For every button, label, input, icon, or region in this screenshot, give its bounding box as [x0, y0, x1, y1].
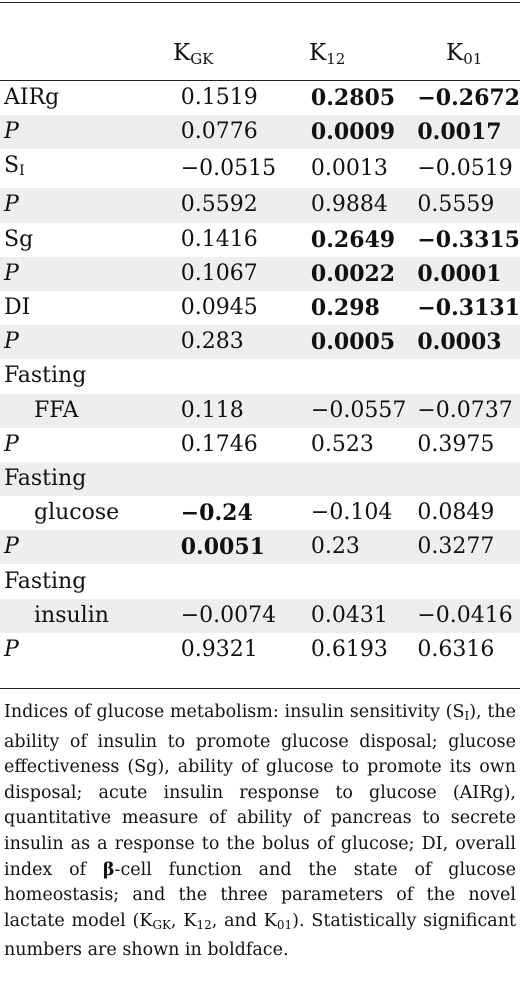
column-header-k01: K01: [446, 40, 483, 68]
row-label: FFA: [0, 393, 173, 428]
table-top-rule: [0, 2, 520, 3]
cell-value: −0.0737: [415, 393, 520, 428]
row-label: P: [0, 256, 173, 291]
cell-value: [173, 359, 301, 393]
table-row: SI −0.0515 0.0013 −0.0519: [0, 149, 520, 188]
table-row: insulin −0.0074 0.0431 −0.0416: [0, 598, 520, 633]
table-row: Fasting: [0, 461, 520, 497]
cell-value: 0.0945: [180, 295, 258, 321]
row-label: SI: [4, 153, 25, 180]
cell-value: −0.3315: [417, 226, 520, 253]
cell-value: [415, 359, 520, 393]
cell-value: 0.2805: [310, 85, 396, 112]
table-row: P 0.0776 0.0009 0.0017: [0, 115, 520, 150]
cell-value: −0.0416: [415, 598, 520, 633]
cell-value: 0.5559: [415, 188, 520, 223]
cell-value: 0.3975: [417, 431, 495, 457]
cell-value: 0.3277: [415, 530, 520, 565]
table-row: P 0.9321 0.6193 0.6316: [0, 633, 520, 667]
cell-value: −0.104: [310, 500, 393, 526]
table-row: glucose −0.24 −0.104 0.0849: [0, 496, 520, 530]
cell-value: 0.0009: [300, 115, 416, 150]
row-label: AIRg: [4, 85, 60, 111]
table-row: P 0.5592 0.9884 0.5559: [0, 188, 520, 223]
row-label: DI: [4, 295, 31, 321]
cell-value: 0.9321: [180, 636, 258, 662]
cell-value: −0.2672: [417, 85, 520, 112]
row-label: Fasting: [4, 568, 87, 594]
cell-value: 0.283: [172, 325, 301, 360]
row-label: P: [0, 325, 173, 360]
cell-value: [173, 564, 301, 598]
row-label: Fasting: [0, 461, 173, 497]
cell-value: [415, 564, 520, 598]
row-label: P: [4, 636, 19, 662]
cell-value: −0.0074: [172, 598, 301, 633]
cell-value: 0.2649: [310, 226, 396, 253]
row-label: P: [0, 530, 173, 565]
cell-value: 0.6193: [310, 636, 388, 662]
cell-value: −0.0515: [180, 155, 277, 181]
cell-value: 0.0022: [300, 256, 416, 291]
cell-value: [301, 359, 415, 393]
cell-value: 0.0013: [310, 155, 388, 181]
table-row: DI 0.0945 0.298 −0.3131: [0, 291, 520, 325]
row-label: Fasting: [4, 363, 87, 389]
cell-value: 0.0849: [417, 500, 495, 526]
table-row: P 0.1746 0.523 0.3975: [0, 428, 520, 462]
cell-value: 0.0431: [300, 598, 416, 633]
table-row: FFA 0.118 −0.0557 −0.0737: [0, 393, 520, 428]
table-bottom-rule: [0, 688, 520, 689]
table-row: P 0.1067 0.0022 0.0001: [0, 256, 520, 291]
cell-value: 0.0005: [300, 325, 416, 360]
cell-value: −0.0519: [417, 155, 513, 181]
row-label: glucose: [34, 500, 120, 526]
row-label: P: [0, 115, 173, 150]
table-row: Sg 0.1416 0.2649 −0.3315: [0, 223, 520, 257]
cell-value: 0.0001: [415, 256, 520, 291]
cell-value: 0.1519: [180, 85, 258, 111]
table-row: AIRg 0.1519 0.2805 −0.2672: [0, 81, 520, 115]
column-header-k12: K12: [309, 40, 346, 68]
cell-value: 0.0051: [172, 530, 301, 565]
cell-value: [172, 461, 301, 497]
cell-value: 0.1746: [180, 431, 258, 457]
correlation-table: AIRg 0.1519 0.2805 −0.2672 P 0.0776 0.0009 0.00…: [0, 81, 520, 667]
cell-value: 0.0003: [415, 325, 520, 360]
cell-value: 0.523: [310, 431, 374, 457]
cell-value: 0.298: [310, 295, 380, 322]
table-footnote: Indices of glucose metabolism: insulin s…: [4, 702, 517, 961]
cell-value: 0.9884: [300, 188, 416, 223]
cell-value: 0.0017: [415, 115, 520, 150]
row-label: P: [0, 188, 173, 223]
cell-value: −0.24: [180, 500, 253, 527]
table-header-rule: [0, 80, 520, 81]
table-row: P 0.283 0.0005 0.0003: [0, 325, 520, 360]
cell-value: 0.0776: [172, 115, 301, 150]
cell-value: 0.1416: [180, 226, 258, 252]
cell-value: [301, 564, 415, 598]
cell-value: 0.1067: [172, 256, 301, 291]
row-label: Sg: [4, 226, 34, 252]
cell-value: 0.6316: [417, 636, 495, 662]
table-row: Fasting: [0, 564, 520, 598]
column-header-kgk: KGK: [173, 40, 214, 68]
cell-value: 0.23: [300, 530, 416, 565]
cell-value: −0.0557: [300, 393, 416, 428]
table-row: P 0.0051 0.23 0.3277: [0, 530, 520, 565]
cell-value: 0.118: [172, 393, 301, 428]
cell-value: [415, 461, 520, 497]
cell-value: [300, 461, 416, 497]
cell-value: −0.3131: [417, 295, 520, 322]
cell-value: 0.5592: [172, 188, 301, 223]
row-label: insulin: [0, 598, 173, 633]
table-row: Fasting: [0, 359, 520, 393]
row-label: P: [4, 431, 19, 457]
